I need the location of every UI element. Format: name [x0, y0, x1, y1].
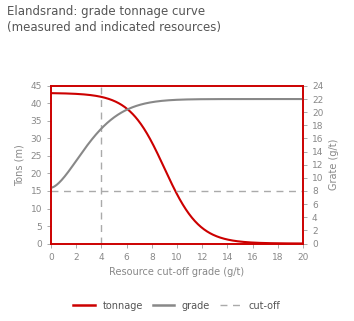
Text: Elandsrand: grade tonnage curve
(measured and indicated resources): Elandsrand: grade tonnage curve (measure…: [7, 5, 221, 34]
Legend: tonnage, grade, cut-off: tonnage, grade, cut-off: [69, 297, 285, 315]
Y-axis label: Grate (g/t): Grate (g/t): [329, 139, 339, 190]
X-axis label: Resource cut-off grade (g/t): Resource cut-off grade (g/t): [109, 267, 245, 277]
Y-axis label: Tons (m): Tons (m): [15, 144, 25, 186]
